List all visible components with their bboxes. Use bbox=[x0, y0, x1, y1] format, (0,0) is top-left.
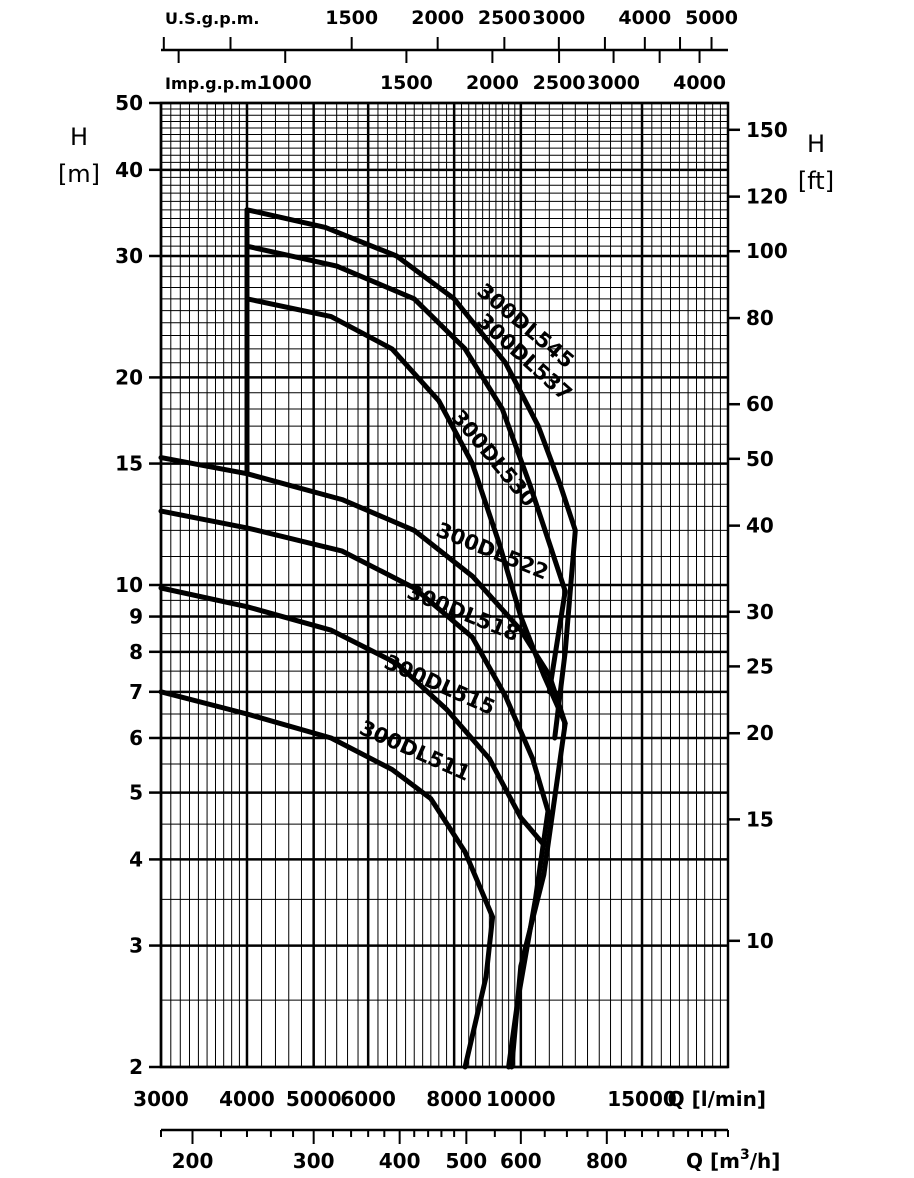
right-tick-label: 15 bbox=[746, 807, 774, 831]
m3h-tick-label: 400 bbox=[379, 1149, 421, 1173]
m3h-tick-label: 600 bbox=[500, 1149, 542, 1173]
curve-label: 300DL515 bbox=[381, 650, 499, 720]
right-tick-label: 40 bbox=[746, 514, 774, 538]
right-axis-title: H bbox=[807, 130, 825, 158]
left-axis-title: H bbox=[70, 123, 88, 151]
m3h-tick-label: 300 bbox=[293, 1149, 335, 1173]
left-tick-label: 2 bbox=[129, 1055, 143, 1079]
right-tick-label: 10 bbox=[746, 929, 774, 953]
left-tick-label: 6 bbox=[129, 726, 143, 750]
curve-300dl518 bbox=[158, 508, 551, 1070]
left-tick-label: 5 bbox=[129, 781, 143, 805]
usgpm-tick-label: 3000 bbox=[532, 7, 585, 29]
m3h-x-ticks: 200 300 400 500 600 800 bbox=[160, 1130, 729, 1173]
right-tick-label: 150 bbox=[746, 118, 788, 142]
left-tick-label: 10 bbox=[115, 573, 143, 597]
impgpm-axis-title: Imp.g.p.m. bbox=[165, 74, 263, 93]
left-tick-label: 3 bbox=[129, 934, 143, 958]
left-tick-label: 50 bbox=[115, 91, 143, 115]
right-tick-label: 120 bbox=[746, 185, 788, 209]
impgpm-tick-label: 1000 bbox=[259, 72, 312, 94]
m3h-tick-label: 500 bbox=[445, 1149, 487, 1173]
impgpm-tick-label: 3000 bbox=[587, 72, 640, 94]
right-tick-label: 25 bbox=[746, 654, 774, 678]
right-y-ticks: 10 15 20 25 30 40 50 60 80 100 120 150 bbox=[728, 118, 788, 953]
left-tick-label: 40 bbox=[115, 158, 143, 182]
right-tick-label: 60 bbox=[746, 392, 774, 416]
impgpm-tick-label: 4000 bbox=[673, 72, 726, 94]
m3h-axis-title-sup: 3 bbox=[740, 1147, 750, 1163]
lmin-tick-label: 15000 bbox=[607, 1087, 677, 1111]
right-tick-label: 100 bbox=[746, 239, 788, 263]
lmin-tick-label: 5000 bbox=[286, 1087, 342, 1111]
pump-curves bbox=[158, 207, 578, 1070]
impgpm-tick-label: 1500 bbox=[380, 72, 433, 94]
left-y-ticks: 2 3 4 5 6 7 8 9 10 15 20 30 40 50 bbox=[115, 91, 161, 1079]
m3h-tick-label: 800 bbox=[586, 1149, 628, 1173]
right-tick-label: 30 bbox=[746, 600, 774, 624]
usgpm-axis-title: U.S.g.p.m. bbox=[165, 9, 259, 28]
right-axis-unit: [ft] bbox=[798, 167, 834, 195]
usgpm-tick-label: 4000 bbox=[618, 7, 671, 29]
usgpm-tick-label: 5000 bbox=[685, 7, 738, 29]
left-tick-label: 9 bbox=[129, 605, 143, 629]
m3h-axis-title-main: Q [m bbox=[686, 1149, 740, 1173]
right-tick-label: 80 bbox=[746, 306, 774, 330]
left-tick-label: 20 bbox=[115, 365, 143, 389]
lmin-axis-title: Q [l/min] bbox=[668, 1087, 766, 1111]
left-tick-label: 4 bbox=[129, 847, 143, 871]
lmin-tick-label: 4000 bbox=[219, 1087, 275, 1111]
curve-300dl515 bbox=[158, 585, 547, 848]
curve-label: 300DL511 bbox=[356, 716, 474, 786]
usgpm-tick-label: 2000 bbox=[411, 7, 464, 29]
lmin-tick-label: 10000 bbox=[486, 1087, 556, 1111]
curve-300dl537 bbox=[244, 243, 568, 695]
usgpm-tick-label: 1500 bbox=[325, 7, 378, 29]
curve-label: 300DL530 bbox=[447, 405, 542, 511]
lmin-tick-label: 8000 bbox=[426, 1087, 482, 1111]
right-tick-label: 20 bbox=[746, 721, 774, 745]
impgpm-tick-label: 2000 bbox=[466, 72, 519, 94]
usgpm-tick-label: 2500 bbox=[478, 7, 531, 29]
left-tick-label: 30 bbox=[115, 244, 143, 268]
left-tick-label: 7 bbox=[129, 680, 143, 704]
lmin-tick-label: 3000 bbox=[133, 1087, 189, 1111]
usgpm-ticks: 1500 2000 2500 3000 4000 5000 bbox=[162, 7, 738, 50]
curve-300dl511 bbox=[158, 689, 496, 1070]
impgpm-tick-label: 2500 bbox=[533, 72, 586, 94]
lmin-tick-label: 6000 bbox=[340, 1087, 396, 1111]
impgpm-ticks: 1000 1500 2000 2500 3000 4000 bbox=[177, 50, 726, 94]
left-axis-unit: [m] bbox=[58, 160, 100, 188]
m3h-axis-title-end: /h] bbox=[750, 1149, 781, 1173]
left-tick-label: 15 bbox=[115, 452, 143, 476]
right-tick-label: 50 bbox=[746, 447, 774, 471]
m3h-axis-title: Q [m3/h] bbox=[686, 1147, 780, 1173]
curve-300dl545 bbox=[244, 207, 578, 741]
m3h-tick-label: 200 bbox=[172, 1149, 214, 1173]
left-tick-label: 8 bbox=[129, 640, 143, 664]
